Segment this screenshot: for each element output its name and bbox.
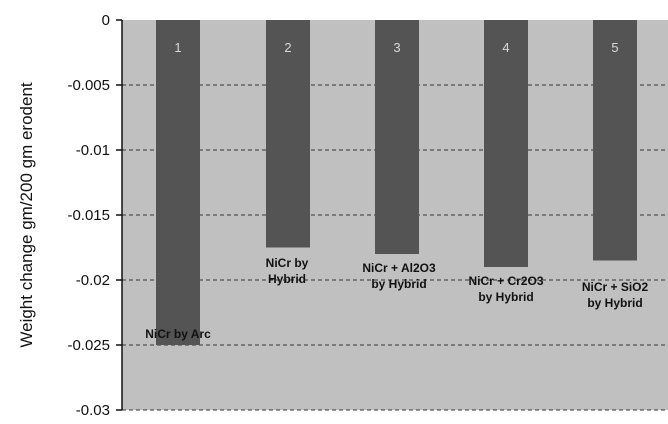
y-axis-label: Weight change gm/200 gm erodent — [17, 82, 36, 348]
y-tick-label: -0.03 — [76, 402, 110, 419]
y-tick-label: -0.01 — [76, 142, 110, 159]
bar — [484, 20, 528, 267]
y-tick-label: -0.025 — [67, 337, 110, 354]
bar-number: 5 — [611, 40, 618, 55]
bar-number: 2 — [284, 40, 291, 55]
bar-labels: NiCr by Arc NiCr by Hybrid NiCr + Al2O3 by H… — [145, 256, 648, 341]
bar — [375, 20, 419, 254]
bar-label: NiCr + SiO2 — [582, 280, 649, 294]
bar-label: NiCr + Cr2O3 — [468, 274, 543, 288]
bar-numbers: 1 2 3 4 5 — [174, 40, 618, 55]
y-axis-ticks: 0 -0.005 -0.01 -0.015 -0.02 -0.025 -0.03 — [67, 12, 122, 419]
bar-number: 1 — [174, 40, 181, 55]
y-tick-label: -0.005 — [67, 77, 110, 94]
y-tick-label: 0 — [102, 12, 110, 29]
bar-label: by Hybrid — [587, 296, 642, 310]
y-tick-label: -0.02 — [76, 272, 110, 289]
bar-label: NiCr by Arc — [145, 327, 211, 341]
bar-number: 3 — [393, 40, 400, 55]
bar-label: Hybrid — [268, 272, 306, 286]
y-tick-label: -0.015 — [67, 207, 110, 224]
bar-label: by Hybrid — [371, 277, 426, 291]
bar — [593, 20, 637, 261]
bar — [156, 20, 200, 345]
bar-number: 4 — [502, 40, 509, 55]
bar-label: NiCr + Al2O3 — [362, 261, 436, 275]
bar — [266, 20, 310, 248]
bar-label: NiCr by — [266, 256, 309, 270]
bar-label: by Hybrid — [478, 290, 533, 304]
bars — [156, 20, 637, 345]
